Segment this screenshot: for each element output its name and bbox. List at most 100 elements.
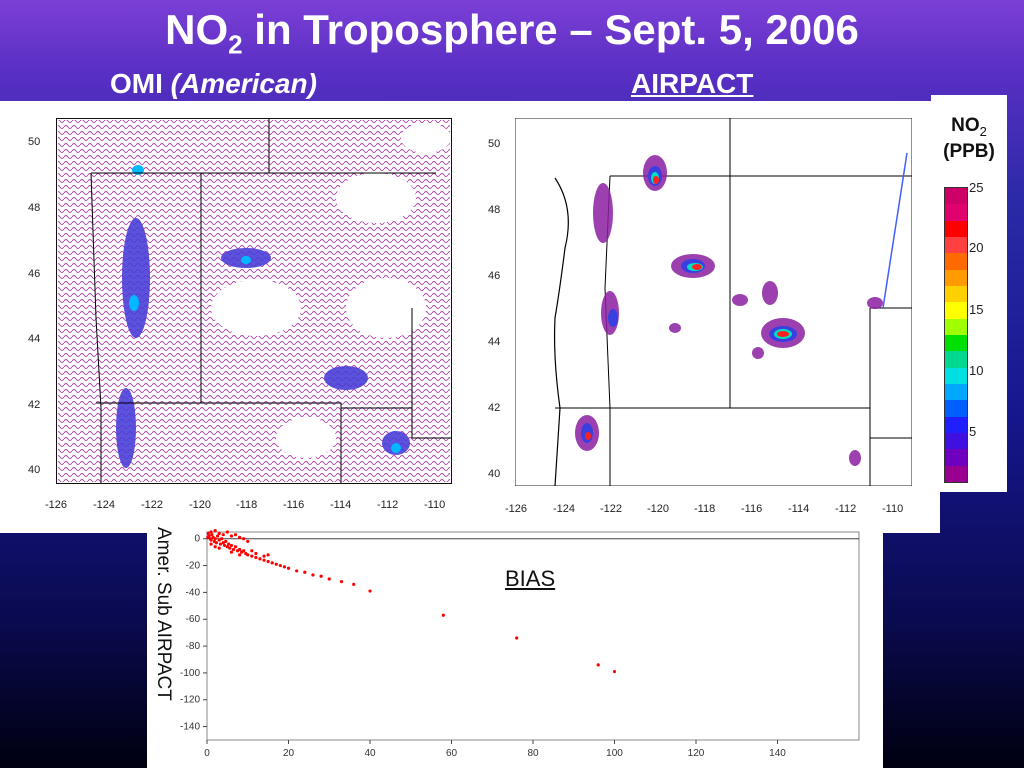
- colorbar-segment: [945, 335, 967, 352]
- bias-data-point: [213, 529, 217, 533]
- colorbar-unit: (PPB): [943, 141, 995, 162]
- bias-data-point: [246, 553, 250, 557]
- colorbar-segment: [945, 220, 967, 238]
- title-subscript: 2: [228, 29, 243, 60]
- bias-y-label: Amer. Sub AIRPACT: [153, 527, 174, 701]
- bias-data-point: [266, 559, 270, 564]
- bias-data-point: [229, 550, 234, 554]
- omi-x-tick: -118: [236, 499, 258, 511]
- bias-x-tick-label: 20: [283, 748, 295, 759]
- airpact-y-tick: 44: [488, 336, 501, 348]
- omi-label-italic: (American): [170, 68, 317, 99]
- bias-data-point: [274, 562, 278, 566]
- colorbar-segment: [945, 351, 967, 369]
- bias-y-tick-label: 0: [194, 534, 200, 545]
- bias-data-point: [311, 573, 315, 577]
- airpact-x-tick: -124: [553, 503, 576, 515]
- omi-x-tick: -116: [283, 499, 305, 511]
- bias-data-point: [220, 537, 224, 541]
- omi-x-tick: -110: [424, 499, 446, 511]
- bias-x-tick-label: 40: [364, 748, 376, 759]
- bias-data-point: [262, 554, 266, 558]
- bias-data-point: [282, 565, 287, 569]
- bias-y-tick-label: -120: [180, 695, 200, 706]
- colorbar-title: NO2: [931, 115, 1007, 143]
- bias-x-tick-label: 120: [688, 748, 705, 759]
- bias-data-point: [233, 545, 238, 549]
- bias-data-point: [286, 566, 291, 570]
- bias-y-tick-label: -60: [186, 614, 201, 625]
- bias-data-point: [228, 546, 232, 550]
- omi-label-text: OMI: [110, 68, 171, 99]
- airpact-y-tick: 46: [488, 270, 501, 282]
- colorbar-segment: [945, 400, 967, 418]
- bias-data-point: [209, 530, 213, 534]
- bias-data-point: [262, 558, 266, 562]
- bias-data-point: [368, 589, 372, 593]
- airpact-x-tick: -114: [788, 503, 810, 515]
- bias-data-point: [352, 582, 356, 586]
- bias-data-point: [250, 549, 254, 553]
- omi-y-tick: 42: [28, 399, 41, 411]
- colorbar-tick: 25: [969, 180, 984, 195]
- airpact-panel-label: AIRPACT: [631, 68, 754, 99]
- bias-data-point: [221, 541, 225, 545]
- bias-data-point: [229, 543, 234, 548]
- bias-y-tick-label: -20: [186, 561, 201, 572]
- bias-data-point: [319, 574, 323, 578]
- bias-data-point: [221, 533, 225, 537]
- omi-y-tick: 40: [28, 464, 41, 476]
- omi-x-tick: -112: [377, 499, 399, 511]
- bias-data-point: [266, 553, 270, 557]
- colorbar-segment: [945, 269, 967, 287]
- bias-data-point: [224, 539, 228, 543]
- airpact-x-tick: -126: [505, 503, 528, 515]
- bias-data-point: [217, 546, 221, 550]
- colorbar-segment: [945, 302, 967, 320]
- omi-map: [56, 118, 452, 484]
- bias-data-point: [217, 531, 221, 535]
- bias-data-point: [327, 577, 331, 581]
- omi-panel-label: OMI (American): [110, 68, 317, 100]
- bias-scatter-chart: 0 -20 -40 -60 -80 -100 -120 -140 0 20 40 60 80 100 120…: [180, 529, 860, 759]
- colorbar-legend: NO2 (PPB) 25 20 15 10 5: [931, 95, 1007, 492]
- bias-data-point: [214, 541, 218, 545]
- bias-data-point: [225, 530, 229, 534]
- bias-data-point: [515, 636, 519, 640]
- bias-plot-area: [206, 531, 860, 741]
- bias-data-point: [238, 535, 242, 539]
- colorbar-segment: [945, 384, 967, 401]
- omi-x-tick: -120: [189, 499, 212, 511]
- bias-data-point: [210, 533, 214, 537]
- bias-data-point: [258, 557, 262, 561]
- airpact-x-tick: -122: [600, 503, 623, 515]
- bias-data-point: [213, 537, 217, 541]
- omi-x-tick: -122: [141, 499, 164, 511]
- colorbar-scale: [944, 187, 968, 483]
- bias-data-point: [339, 580, 344, 584]
- bias-y-tick-label: -80: [186, 641, 201, 652]
- bias-data-point: [207, 534, 211, 538]
- bias-data-point: [250, 554, 254, 558]
- bias-data-point: [215, 534, 220, 538]
- omi-x-tick: -126: [45, 499, 68, 511]
- airpact-x-tick: -116: [741, 503, 763, 515]
- omi-map-frame: [56, 118, 452, 484]
- colorbar-segment: [945, 416, 967, 434]
- bias-data-point: [231, 547, 236, 552]
- bias-data-point: [441, 613, 445, 617]
- bias-y-tick-label: -140: [180, 722, 200, 733]
- bias-data-point: [270, 561, 274, 565]
- bias-data-point: [242, 537, 246, 541]
- bias-data-point: [254, 555, 258, 560]
- colorbar-segment: [945, 449, 967, 467]
- colorbar-tick: 20: [969, 240, 984, 255]
- airpact-y-tick: 50: [488, 138, 501, 150]
- colorbar-segment: [945, 465, 967, 483]
- bias-data-point: [233, 533, 238, 537]
- bias-x-tick-label: 100: [606, 748, 623, 759]
- colorbar-segment: [945, 318, 967, 336]
- bias-data-point: [238, 553, 242, 557]
- airpact-map: [515, 118, 912, 486]
- title-text: NO: [165, 6, 229, 53]
